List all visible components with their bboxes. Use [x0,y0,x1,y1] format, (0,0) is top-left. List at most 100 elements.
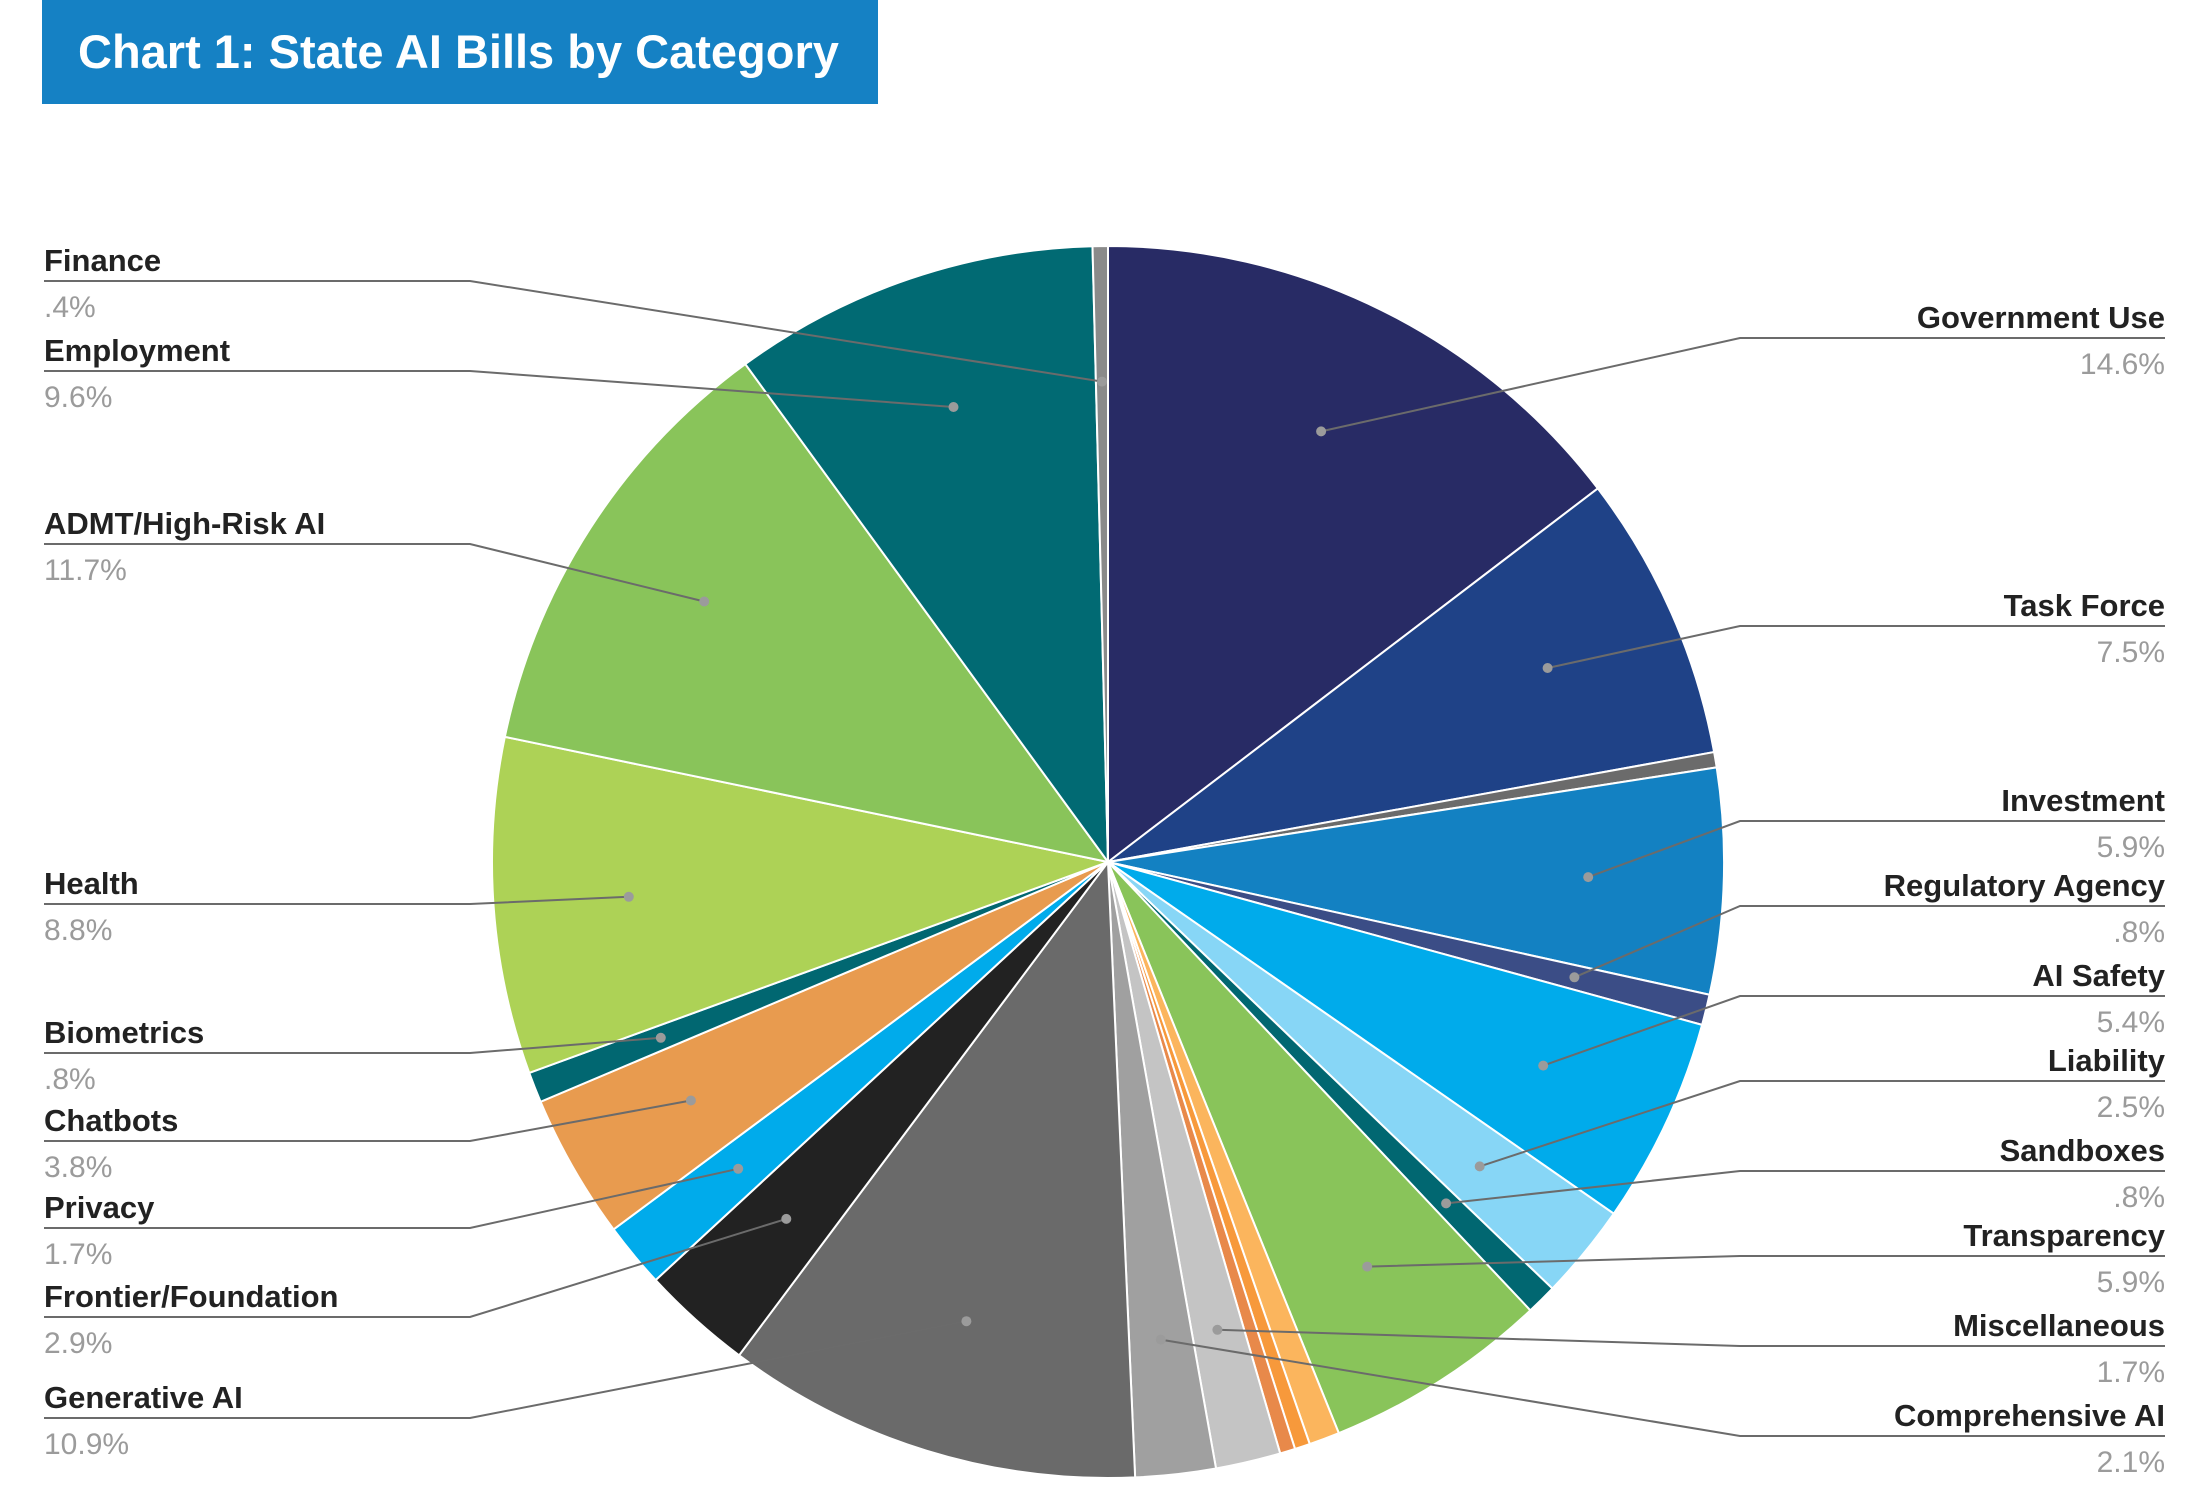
leader-dot [623,891,634,902]
slice-name: Employment [44,333,230,368]
pie-slice-generative-ai [737,859,1137,1479]
slice-name: Task Force [2004,588,2165,623]
slice-value: 5.4% [2097,1006,2165,1039]
slice-label-health: Health 8.8% [44,866,634,947]
slice-label-task-force: Task Force 7.5% [1542,588,2165,673]
leader-line [44,370,954,408]
slice-value: .8% [2113,916,2165,949]
chart-title-banner: Chart 1: State AI Bills by Category [42,0,878,104]
leader-dot [1474,1161,1485,1172]
slice-value: 7.5% [2097,636,2165,669]
slice-value: .8% [2113,1181,2165,1214]
leader-line [1445,1170,2165,1205]
slice-name: Health [44,866,139,901]
slice-name: Finance [44,243,161,278]
slice-label-generative-ai: Generative AI 10.9% [44,1316,972,1461]
slice-label-regulatory-agency: Regulatory Agency .8% [1569,868,2166,983]
leader-line [1547,625,2165,669]
slice-label-finance: Finance .4% [44,243,1107,387]
leader-line [1320,337,2165,433]
leader-dot [1212,1324,1223,1335]
pie-labels: Government Use 14.6% Task Force 7.5% Investm… [44,243,2166,1479]
pie-slice-health [491,735,1112,1075]
slice-label-sandboxes: Sandboxes .8% [1441,1133,2165,1214]
leader-line [1587,820,2165,879]
pie-slice-admt-high-risk-ai [503,362,1111,864]
leader-dot [733,1163,744,1174]
slice-label-ai-safety: AI Safety 5.4% [1538,958,2166,1071]
slice-value: 2.9% [44,1327,112,1360]
slice-value: 5.9% [2097,1266,2165,1299]
leader-dot [781,1213,792,1224]
slice-label-frontier-foundation: Frontier/Foundation 2.9% [44,1213,792,1360]
leader-dot [1155,1334,1166,1345]
slice-name: Generative AI [44,1380,243,1415]
pie-slices [491,244,1726,1479]
leader-dot [1362,1261,1373,1272]
slice-label-miscellaneous: Miscellaneous 1.7% [1212,1308,2165,1389]
slice-value: 2.1% [2097,1446,2165,1479]
slice-label-transparency: Transparency 5.9% [1362,1218,2166,1299]
leader-dot [1569,972,1580,983]
slice-label-government-use: Government Use 14.6% [1316,300,2165,437]
leader-line [1217,1328,2165,1347]
pie-slice-transparency [1107,861,1532,1435]
leader-line [1160,1338,2165,1437]
leader-line [1479,1080,2165,1168]
slice-name: Regulatory Agency [1884,868,2166,903]
slice-value: 9.6% [44,381,112,414]
leader-dot [699,596,710,607]
pie-slice-government-use [1107,244,1600,865]
slice-value: 1.7% [44,1238,112,1271]
leader-line [1367,1255,2165,1268]
slice-value: 1.7% [2097,1356,2165,1389]
leader-dot [1441,1198,1452,1209]
slice-label-liability: Liability 2.5% [1474,1043,2166,1172]
leader-line [44,543,705,603]
slice-name: Privacy [44,1190,155,1225]
slice-name: ADMT/High-Risk AI [44,506,325,541]
slice-value: 11.7% [44,554,127,587]
leader-dot [948,402,959,412]
slice-value: 14.6% [2080,348,2165,381]
slice-value: 3.8% [44,1151,112,1184]
leader-dot [685,1095,696,1106]
slice-label-investment: Investment 5.9% [1583,783,2165,883]
slice-name: Liability [2048,1043,2166,1078]
leader-dot [655,1032,666,1043]
slice-value: .8% [44,1063,96,1096]
chart-title: Chart 1: State AI Bills by Category [78,25,839,78]
leader-line [44,1217,787,1318]
leader-line [1542,995,2165,1067]
leader-dot [1542,663,1553,673]
leader-line [44,895,629,905]
slice-value: 8.8% [44,914,112,947]
pie-slice-ai-safety [1107,861,1704,1216]
slice-name: Frontier/Foundation [44,1279,338,1314]
pie-slice-employment [743,245,1110,866]
slice-label-comprehensive-ai: Comprehensive AI 2.1% [1155,1334,2165,1479]
leader-line [44,1167,739,1229]
leader-line [44,280,1103,383]
slice-name: Transparency [1963,1218,2165,1253]
slice-name: Investment [2001,783,2165,818]
slice-value: 2.5% [2097,1091,2165,1124]
slice-name: Government Use [1917,300,2165,335]
slice-name: Sandboxes [2000,1133,2165,1168]
slice-value: 10.9% [44,1428,129,1461]
leader-line [44,1036,661,1054]
leader-dot [961,1316,972,1327]
leader-dot [1316,426,1327,437]
leader-line [44,1320,967,1419]
slice-name: Comprehensive AI [1894,1398,2165,1433]
slice-value: 5.9% [2097,831,2165,864]
slice-label-admt-high-risk-ai: ADMT/High-Risk AI 11.7% [44,506,710,607]
slice-label-biometrics: Biometrics .8% [44,1015,666,1096]
leader-line [1574,905,2165,979]
slice-name: Chatbots [44,1103,178,1138]
slice-label-privacy: Privacy 1.7% [44,1163,744,1271]
slice-label-employment: Employment 9.6% [44,333,959,414]
slice-label-chatbots: Chatbots 3.8% [44,1095,696,1184]
pie-slice-task-force [1107,487,1716,863]
slice-name: Miscellaneous [1953,1308,2165,1343]
